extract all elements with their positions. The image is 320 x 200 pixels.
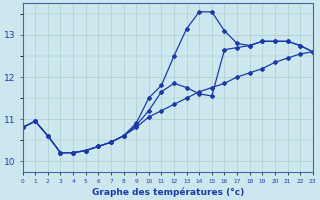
X-axis label: Graphe des températures (°c): Graphe des températures (°c)	[92, 187, 244, 197]
